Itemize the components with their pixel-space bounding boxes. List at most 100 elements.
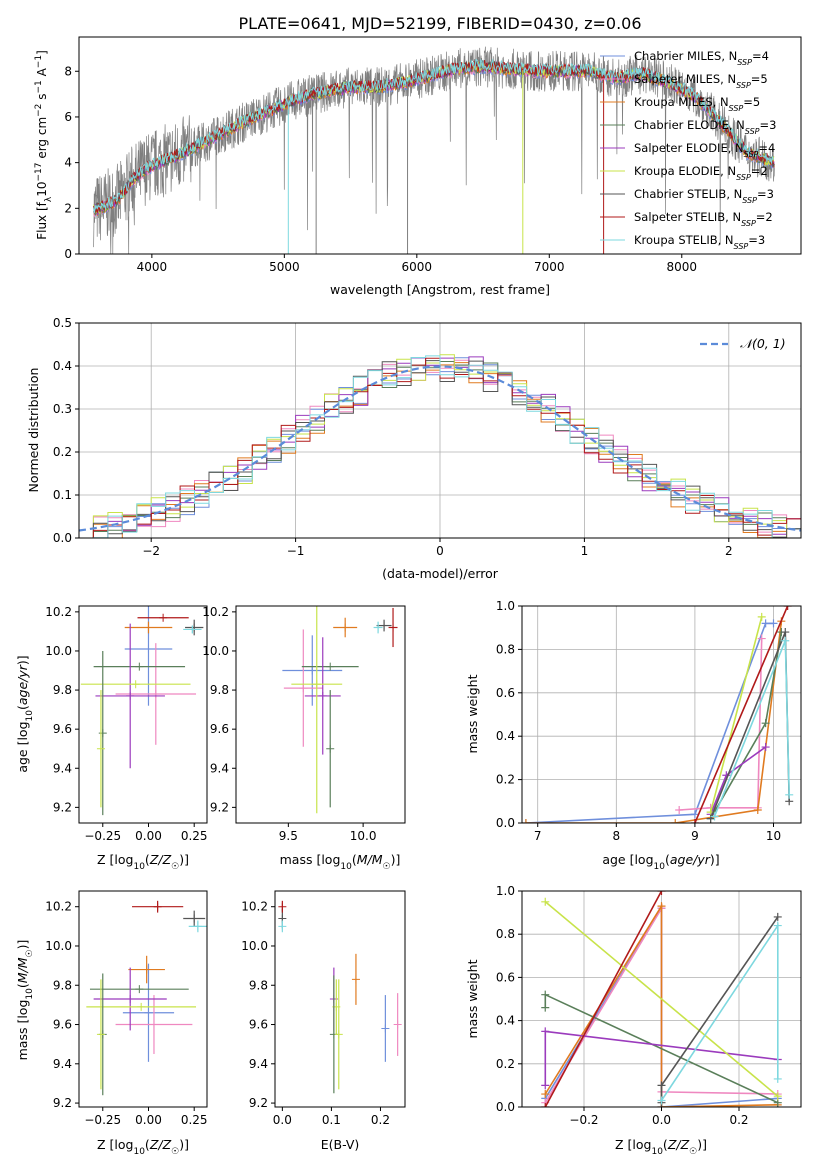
x-tick-label: 0.00 <box>135 1113 162 1127</box>
x-axis-label: (data-model)/error <box>382 566 499 581</box>
data-point <box>193 922 202 931</box>
axis-label: Z [log10(Z/Z☉)] <box>97 1137 189 1157</box>
axis-label-part: age [log <box>602 852 653 867</box>
x-tick-label: 6000 <box>402 260 433 274</box>
axis-label-part: ( <box>665 852 670 867</box>
x-tick-label: 0.25 <box>181 829 208 843</box>
weight-marker <box>541 1003 550 1012</box>
axis-label-part: Flux [f <box>35 201 49 239</box>
plot-area <box>522 606 794 823</box>
weight-marker <box>761 719 770 728</box>
y-tick-label: 0.4 <box>496 1014 515 1028</box>
x-tick-label: 7000 <box>534 260 565 274</box>
legend-text: Chabrier MILES, N <box>634 49 737 63</box>
legend-value: =3 <box>757 187 774 201</box>
weight-marker <box>781 628 790 637</box>
axis-label-part: ( <box>145 1137 150 1152</box>
weight-line-salpeter_stelib <box>544 891 663 1107</box>
y-tick-label: 10.0 <box>241 939 268 953</box>
legend-subscript: SSP <box>745 127 760 136</box>
y-tick-label: 0 <box>64 247 72 261</box>
y-tick-label: 1.0 <box>496 884 515 898</box>
axis-label-part: λ <box>44 196 54 202</box>
axis-label-part: 10 <box>651 1147 663 1157</box>
age-vs-mass-panel: 9.5 10.0 9.2 9.4 9.6 9.8 10.0 10.2 mass [log10(M… <box>202 605 406 872</box>
data-point <box>96 744 105 753</box>
axis-label-part: )] <box>391 852 401 867</box>
weight-marker <box>757 634 766 643</box>
weight-marker <box>757 612 766 621</box>
y-tick-label: 9.8 <box>249 978 268 992</box>
y-tick-label: 9.2 <box>249 1096 268 1110</box>
y-tick-label: 10.0 <box>45 644 72 658</box>
weight-marker <box>690 819 699 823</box>
data-point <box>393 1020 402 1029</box>
weight-marker <box>761 619 770 628</box>
legend-entry: Salpeter ELODIE, NSSP=4 <box>634 141 775 159</box>
axis-label: age [log10(age/yr)] <box>15 655 35 772</box>
x-tick-label: 7 <box>534 829 542 843</box>
x-tick-label: 0.0 <box>273 1113 292 1127</box>
legend-text: Kroupa ELODIE, N <box>634 164 736 178</box>
plot-area <box>278 900 402 1094</box>
y-tick-label: 10.0 <box>45 939 72 953</box>
y-tick-label: 9.2 <box>210 800 229 814</box>
legend-subscript: SSP <box>736 173 751 182</box>
axis-label-part: Z [log <box>97 1137 133 1152</box>
legend-value: =5 <box>751 72 768 86</box>
age-vs-metallicity-panel: −0.25 0.00 0.259.29.49.69.810.010.2Z [log1… <box>15 605 208 872</box>
y-tick-label: 9.8 <box>53 978 72 992</box>
axes-overlay: 4000 5000 6000 7000 8000 0 2 4 6 8 Chabrier MILES,… <box>64 36 802 274</box>
axis-label-part: )] <box>697 1137 707 1152</box>
axis-label-part: −1 <box>34 80 44 93</box>
plot-area <box>541 891 782 1107</box>
y-axis-label: mass weight <box>465 674 480 753</box>
x-tick-label: 9 <box>691 829 699 843</box>
y-tick-label: 9.8 <box>53 683 72 697</box>
legend-entry: Chabrier ELODIE, NSSP=3 <box>634 118 776 136</box>
y-tick-label: 0.0 <box>53 531 72 545</box>
axis-label: Flux [fλ10−17 erg cm−2 s−1 A−1] <box>34 50 54 240</box>
legend-text: Kroupa MILES, N <box>634 95 729 109</box>
axis-label-part: mass [log <box>280 852 341 867</box>
x-tick-label: 0.00 <box>135 829 162 843</box>
axis-label-part: ☉ <box>171 1147 179 1157</box>
axes-frame <box>78 36 802 255</box>
legend-text: Salpeter STELIB, N <box>634 210 741 224</box>
weight-line-kroupa_miles <box>544 903 778 1107</box>
axis-label-part: 10 <box>133 1147 145 1157</box>
data-point <box>96 1030 105 1039</box>
x-tick-label: 8000 <box>666 260 697 274</box>
mass-vs-ebv-panel: 0.0 0.1 0.2 9.2 9.4 9.6 9.8 10.0 10.2 E(B-V) <box>241 890 406 1152</box>
data-point <box>153 902 162 911</box>
x-tick-label: 0 <box>436 544 444 558</box>
weight-marker <box>781 636 790 645</box>
x-tick-label: −0.25 <box>84 829 121 843</box>
axis-label-part: mass [log <box>15 1000 30 1061</box>
axis-label-part: ☉ <box>383 862 391 872</box>
y-tick-label: 9.4 <box>249 1057 268 1071</box>
legend-value: =3 <box>748 233 765 247</box>
data-point <box>380 621 389 630</box>
y-tick-label: 0.0 <box>496 1100 515 1114</box>
weight-marker <box>541 897 550 906</box>
y-tick-label: 10.2 <box>241 900 268 914</box>
legend-text: Chabrier STELIB, N <box>634 187 742 201</box>
weight-marker <box>541 1081 550 1090</box>
plot-area <box>79 354 801 538</box>
y-tick-label: 10.2 <box>45 605 72 619</box>
axis-label-part: s <box>35 94 49 104</box>
axis-label-part: ] <box>35 50 49 55</box>
data-point <box>142 965 151 974</box>
plot-area <box>282 606 398 814</box>
x-tick-label: 10 <box>766 829 781 843</box>
legend-subscript: SSP <box>729 104 744 113</box>
y-tick-label: 8 <box>64 64 72 78</box>
y-tick-label: 9.6 <box>53 1018 72 1032</box>
axis-label-part: A <box>35 67 49 80</box>
x-tick-label: 0.25 <box>181 1113 208 1127</box>
weight-marker <box>773 1074 782 1083</box>
legend-subscript: SSP <box>737 58 752 67</box>
legend-value: =4 <box>758 141 775 155</box>
